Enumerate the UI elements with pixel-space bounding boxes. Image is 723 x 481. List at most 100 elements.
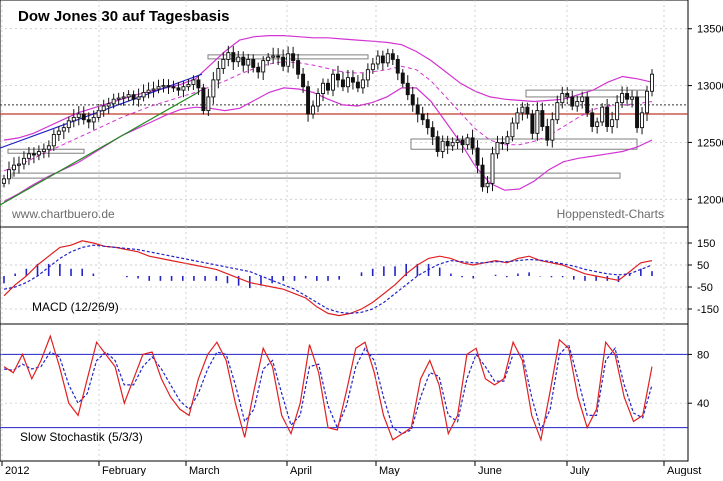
macd-tick-label: 150 xyxy=(697,238,715,250)
stochastic-grid xyxy=(0,353,688,429)
candle-body xyxy=(256,66,261,73)
candle-body xyxy=(291,53,296,62)
price-axis-ticks: 13500 13000 12500 12000 xyxy=(688,24,723,206)
candle-body xyxy=(425,119,430,129)
candle-body xyxy=(306,86,311,115)
candle-body xyxy=(510,122,515,138)
candle-body xyxy=(615,102,620,121)
candle-body xyxy=(355,81,360,89)
month-label: June xyxy=(478,465,502,476)
macd-axis-ticks: 150 50 -50 -150 xyxy=(688,238,719,316)
macd-label: MACD (12/26/9) xyxy=(32,300,119,314)
candle-body xyxy=(475,147,480,166)
candle-body xyxy=(365,69,370,81)
candle-body xyxy=(505,136,510,145)
candle-body xyxy=(360,79,365,89)
candle-body xyxy=(171,86,176,89)
candle-body xyxy=(221,58,226,69)
bollinger-middle xyxy=(3,61,653,172)
candle-body xyxy=(415,104,420,115)
candle-body xyxy=(585,96,590,114)
candle-body xyxy=(485,182,490,188)
macd-macd-line xyxy=(3,240,653,317)
month-label: July xyxy=(570,465,590,476)
candle-body xyxy=(570,96,575,107)
candle-body xyxy=(610,119,615,127)
candle-body xyxy=(261,60,266,73)
stochastic-axis-ticks: 80 40 xyxy=(688,349,709,410)
candle-body xyxy=(350,77,355,83)
candle-body xyxy=(161,85,166,88)
candle-body xyxy=(410,94,415,106)
candle-body xyxy=(286,53,291,67)
stochastic-k-line xyxy=(3,334,653,443)
price-tick-label: 13500 xyxy=(697,24,723,36)
candle-body xyxy=(91,116,96,123)
candle-body xyxy=(490,153,495,184)
candle-body xyxy=(106,103,111,107)
candle-body xyxy=(620,93,625,104)
candle-body xyxy=(111,98,116,105)
stochastic-tick-label: 40 xyxy=(697,398,709,410)
candle-body xyxy=(71,116,76,122)
candle-body xyxy=(301,73,306,88)
consolidation-box xyxy=(7,148,85,154)
candle-body xyxy=(605,106,610,127)
candle-body xyxy=(26,153,31,159)
candle-body xyxy=(650,73,654,92)
candle-body xyxy=(51,134,56,147)
candle-body xyxy=(36,151,41,156)
candle-body xyxy=(176,87,181,91)
candle-body xyxy=(266,56,271,62)
candle-body xyxy=(46,145,51,150)
consolidation-box xyxy=(410,138,638,150)
month-label: April xyxy=(290,465,312,476)
price-tick-label: 13000 xyxy=(697,81,723,93)
candle-body xyxy=(455,139,460,143)
candle-body xyxy=(515,112,520,124)
candle-body xyxy=(196,79,201,89)
month-label: August xyxy=(667,465,701,476)
candle-body xyxy=(580,96,585,102)
candle-body xyxy=(126,94,131,98)
candle-body xyxy=(66,120,71,129)
candle-body xyxy=(146,89,151,93)
candle-body xyxy=(101,105,106,112)
price-tick-label: 12000 xyxy=(697,194,723,206)
candle-body xyxy=(81,113,86,121)
stochastic-panel: 80 40 Slow Stochastik (5/3/3) xyxy=(0,323,709,462)
candle-body xyxy=(555,102,560,121)
month-label: 2012 xyxy=(5,465,29,476)
candle-body xyxy=(246,58,251,66)
macd-panel: 150 50 -50 -150 MACD (12/26/9) xyxy=(0,226,719,325)
candle-body xyxy=(560,93,565,104)
watermark-left: www.chartbuero.de xyxy=(11,207,115,221)
candle-body xyxy=(445,140,450,147)
candle-body xyxy=(535,110,540,134)
candle-body xyxy=(340,79,345,88)
candle-body xyxy=(21,157,26,165)
candle-body xyxy=(640,112,645,129)
candle-body xyxy=(430,127,435,138)
price-panel: 13500 13000 12500 12000 Dow Jones 30 auf Ta… xyxy=(0,0,723,228)
candle-body xyxy=(440,140,445,152)
candle-body xyxy=(121,96,126,99)
candle-body xyxy=(251,58,256,68)
candle-body xyxy=(61,127,66,132)
candle-body xyxy=(450,141,455,147)
candle-body xyxy=(525,106,530,115)
candle-body xyxy=(86,119,91,123)
candle-body xyxy=(236,56,241,63)
candle-body xyxy=(7,169,11,180)
candle-body xyxy=(56,130,61,135)
candle-body xyxy=(545,126,550,141)
trendline-lower xyxy=(0,90,201,206)
candle-body xyxy=(156,86,161,90)
candle-body xyxy=(335,73,340,81)
candle-body xyxy=(480,164,485,188)
candle-body xyxy=(241,56,246,66)
macd-tick-label: -50 xyxy=(697,282,713,294)
candle-body xyxy=(435,136,440,152)
candle-body xyxy=(465,137,470,146)
